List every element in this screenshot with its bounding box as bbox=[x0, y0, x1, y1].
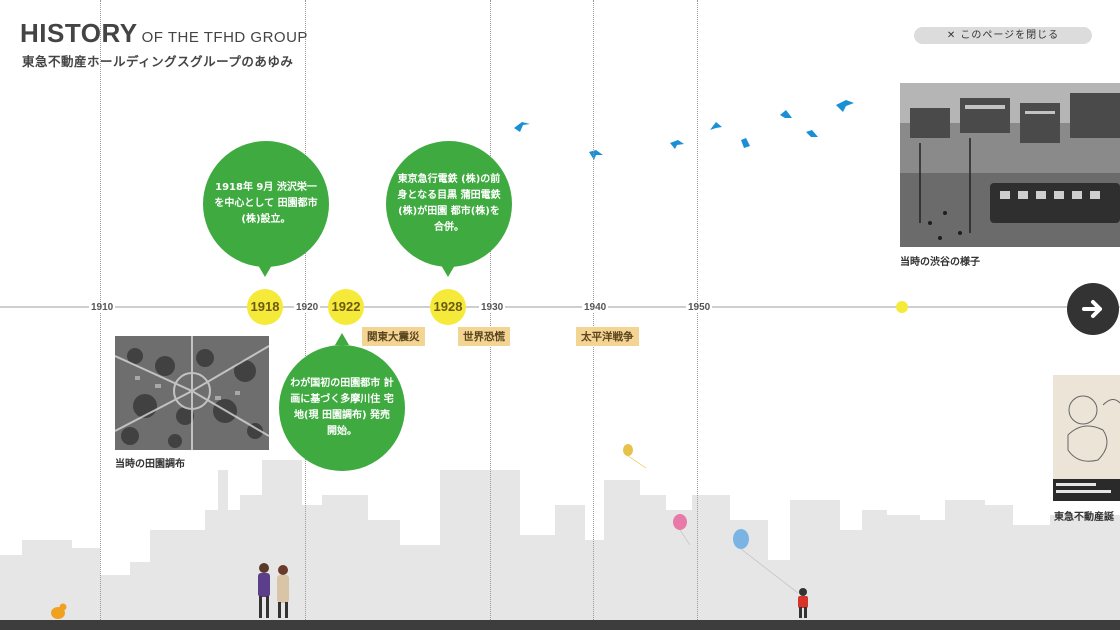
bubble-1918-tail bbox=[258, 265, 272, 277]
photo-shibuya[interactable] bbox=[900, 83, 1120, 247]
close-page-button[interactable]: ✕ このページを閉じる bbox=[914, 27, 1092, 44]
event-tag-earthquake: 関東大震災 bbox=[362, 327, 425, 346]
page-subtitle-jp: 東急不動産ホールディングスグループのあゆみ bbox=[22, 54, 294, 69]
cat bbox=[51, 603, 67, 619]
balloons bbox=[623, 444, 799, 594]
page-title: HISTORY OF THE TFHD GROUP bbox=[20, 18, 308, 49]
arrow-right-icon bbox=[1082, 300, 1102, 318]
page-title-sub: OF THE TFHD GROUP bbox=[141, 29, 308, 46]
bubble-1928: 東京急行電鉄 (株)の前身となる目黒 蒲田電鉄(株)が田園 都市(株)を合併。 bbox=[386, 141, 512, 267]
bubble-1928-tail bbox=[441, 265, 455, 277]
page-title-main: HISTORY bbox=[20, 18, 138, 48]
year-label-1950: 1950 bbox=[686, 302, 713, 313]
footer-bar bbox=[0, 620, 1120, 630]
event-tag-great-depression: 世界恐慌 bbox=[458, 327, 510, 346]
event-tag-pacific-war: 太平洋戦争 bbox=[576, 327, 639, 346]
bubble-1918: 1918年 9月 渋沢栄一を中心として 田園都市(株)設立。 bbox=[203, 141, 329, 267]
year-label-1920: 1920 bbox=[294, 302, 321, 313]
year-marker-1922[interactable]: 1922 bbox=[328, 289, 364, 325]
year-marker-1928[interactable]: 1928 bbox=[430, 289, 466, 325]
bubble-1922-tail bbox=[335, 333, 349, 345]
bubble-1922: わが国初の田園都市 計画に基づく多摩川住 宅地(現 田園調布) 発売開始。 bbox=[279, 345, 405, 471]
year-label-1910: 1910 bbox=[89, 302, 116, 313]
photo-denenchofu[interactable] bbox=[115, 336, 269, 450]
next-button[interactable] bbox=[1067, 283, 1119, 335]
year-marker-1918[interactable]: 1918 bbox=[247, 289, 283, 325]
timeline-dot[interactable] bbox=[896, 301, 908, 313]
birds bbox=[514, 100, 854, 160]
caption-tokyu-fudosan: 東急不動産誕 bbox=[1054, 512, 1114, 523]
walking-couple bbox=[258, 563, 289, 618]
child-with-kite bbox=[798, 588, 808, 618]
year-label-1940: 1940 bbox=[582, 302, 609, 313]
bubble-1922-text: わが国初の田園都市 計画に基づく多摩川住 宅地(現 田園調布) 発売開始。 bbox=[290, 378, 394, 437]
caption-denenchofu: 当時の田園調布 bbox=[115, 459, 185, 470]
year-label-1930: 1930 bbox=[479, 302, 506, 313]
caption-shibuya: 当時の渋谷の様子 bbox=[900, 257, 980, 268]
photo-tokyu-fudosan[interactable] bbox=[1053, 375, 1120, 501]
bubble-1928-text: 東京急行電鉄 (株)の前身となる目黒 蒲田電鉄(株)が田園 都市(株)を合併。 bbox=[397, 174, 501, 233]
timeline-axis bbox=[0, 306, 1120, 308]
bubble-1918-text: 1918年 9月 渋沢栄一を中心として 田園都市(株)設立。 bbox=[214, 182, 318, 225]
